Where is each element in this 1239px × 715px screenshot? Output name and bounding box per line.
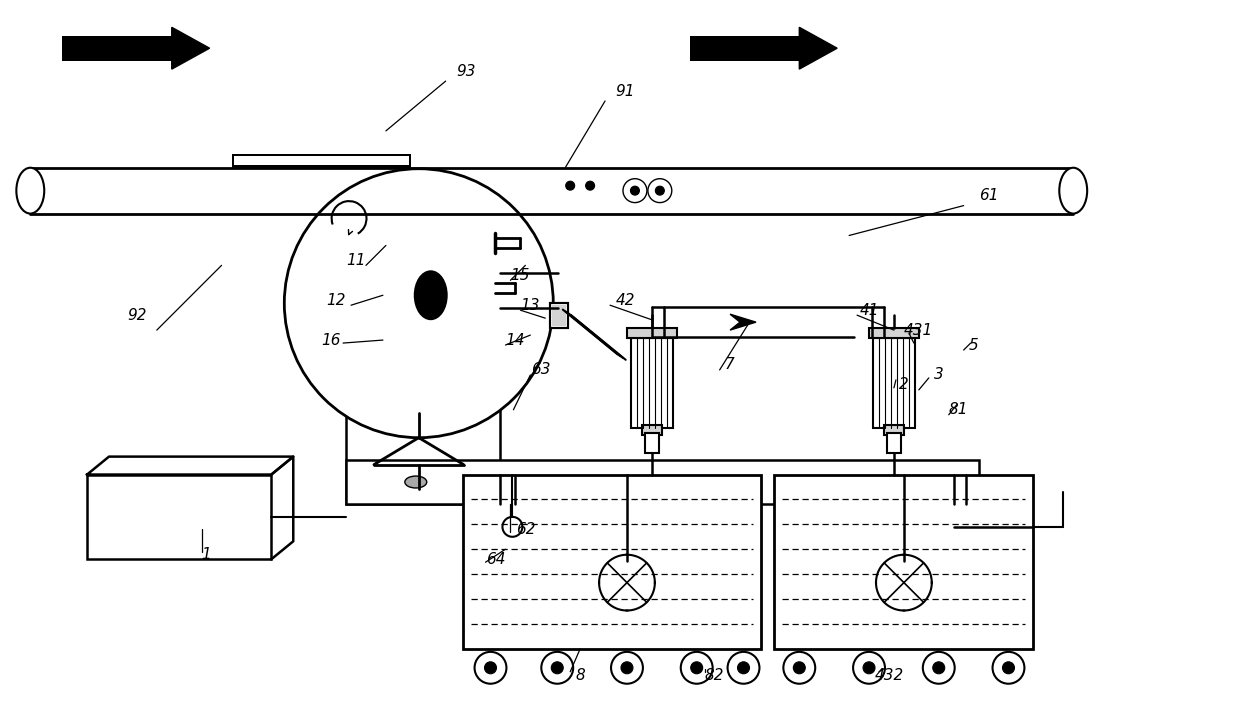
Circle shape <box>737 662 750 674</box>
Bar <box>553 305 566 326</box>
Circle shape <box>690 662 703 674</box>
Circle shape <box>854 652 885 684</box>
Text: 61: 61 <box>979 188 999 203</box>
Circle shape <box>680 652 712 684</box>
Circle shape <box>864 662 875 674</box>
Circle shape <box>648 179 672 202</box>
Circle shape <box>1002 662 1015 674</box>
Bar <box>631 338 673 428</box>
Bar <box>646 433 659 453</box>
Ellipse shape <box>415 271 447 319</box>
Bar <box>62 36 172 61</box>
Text: 93: 93 <box>456 64 476 79</box>
Text: 3: 3 <box>934 368 944 383</box>
Circle shape <box>541 652 574 684</box>
Text: 11: 11 <box>346 253 366 268</box>
Bar <box>413 485 425 500</box>
Ellipse shape <box>1059 168 1087 214</box>
Text: 62: 62 <box>515 522 535 537</box>
Ellipse shape <box>405 476 426 488</box>
Text: 81: 81 <box>949 403 969 418</box>
Text: 8: 8 <box>575 669 585 684</box>
Text: 13: 13 <box>520 297 540 312</box>
Text: 92: 92 <box>128 307 146 322</box>
Ellipse shape <box>16 168 45 214</box>
Bar <box>774 475 1033 649</box>
Circle shape <box>384 179 408 202</box>
Ellipse shape <box>465 476 487 488</box>
Circle shape <box>392 186 400 195</box>
Circle shape <box>551 662 564 674</box>
Ellipse shape <box>733 476 756 488</box>
Text: 1: 1 <box>202 547 212 562</box>
Circle shape <box>727 652 760 684</box>
Circle shape <box>611 652 643 684</box>
Bar <box>869 328 919 338</box>
Text: 431: 431 <box>904 322 933 337</box>
Text: 63: 63 <box>530 363 550 378</box>
Text: 12: 12 <box>326 292 346 307</box>
Circle shape <box>923 652 955 684</box>
Bar <box>883 425 904 435</box>
Bar <box>550 303 569 328</box>
Ellipse shape <box>823 476 845 488</box>
Circle shape <box>621 662 633 674</box>
Circle shape <box>933 662 944 674</box>
Text: 41: 41 <box>860 302 878 317</box>
Bar <box>346 460 979 504</box>
Text: 16: 16 <box>321 332 341 347</box>
Ellipse shape <box>644 476 665 488</box>
Circle shape <box>631 186 639 195</box>
Circle shape <box>367 186 375 195</box>
Ellipse shape <box>913 476 934 488</box>
Circle shape <box>22 182 38 199</box>
Text: 5: 5 <box>969 337 979 352</box>
Circle shape <box>992 652 1025 684</box>
Bar <box>462 475 762 649</box>
Bar <box>873 338 914 428</box>
Ellipse shape <box>554 476 576 488</box>
Circle shape <box>284 169 554 438</box>
Circle shape <box>793 662 805 674</box>
Bar <box>415 486 422 498</box>
Text: 7: 7 <box>725 358 735 373</box>
Circle shape <box>623 179 647 202</box>
Circle shape <box>566 181 575 190</box>
Circle shape <box>503 517 523 537</box>
Circle shape <box>475 652 507 684</box>
Bar <box>233 156 409 166</box>
Bar <box>642 425 662 435</box>
Text: 14: 14 <box>506 332 525 347</box>
Text: 91: 91 <box>616 84 634 99</box>
Bar <box>232 154 411 168</box>
Bar <box>887 433 901 453</box>
Circle shape <box>783 652 815 684</box>
Circle shape <box>586 181 595 190</box>
Circle shape <box>1066 182 1082 199</box>
Text: 15: 15 <box>510 268 530 283</box>
Circle shape <box>359 179 383 202</box>
Text: 2: 2 <box>900 378 908 393</box>
Text: 82: 82 <box>705 669 725 684</box>
Bar <box>346 201 501 504</box>
Bar <box>87 475 271 559</box>
Polygon shape <box>799 27 838 69</box>
Polygon shape <box>172 27 209 69</box>
Text: 42: 42 <box>616 292 634 307</box>
Circle shape <box>655 186 664 195</box>
Polygon shape <box>730 314 756 330</box>
Text: 432: 432 <box>875 669 903 684</box>
Bar <box>627 328 676 338</box>
Bar <box>550 303 569 328</box>
Circle shape <box>484 662 497 674</box>
Text: 64: 64 <box>486 552 506 567</box>
Bar <box>690 36 799 61</box>
Bar <box>232 165 411 168</box>
